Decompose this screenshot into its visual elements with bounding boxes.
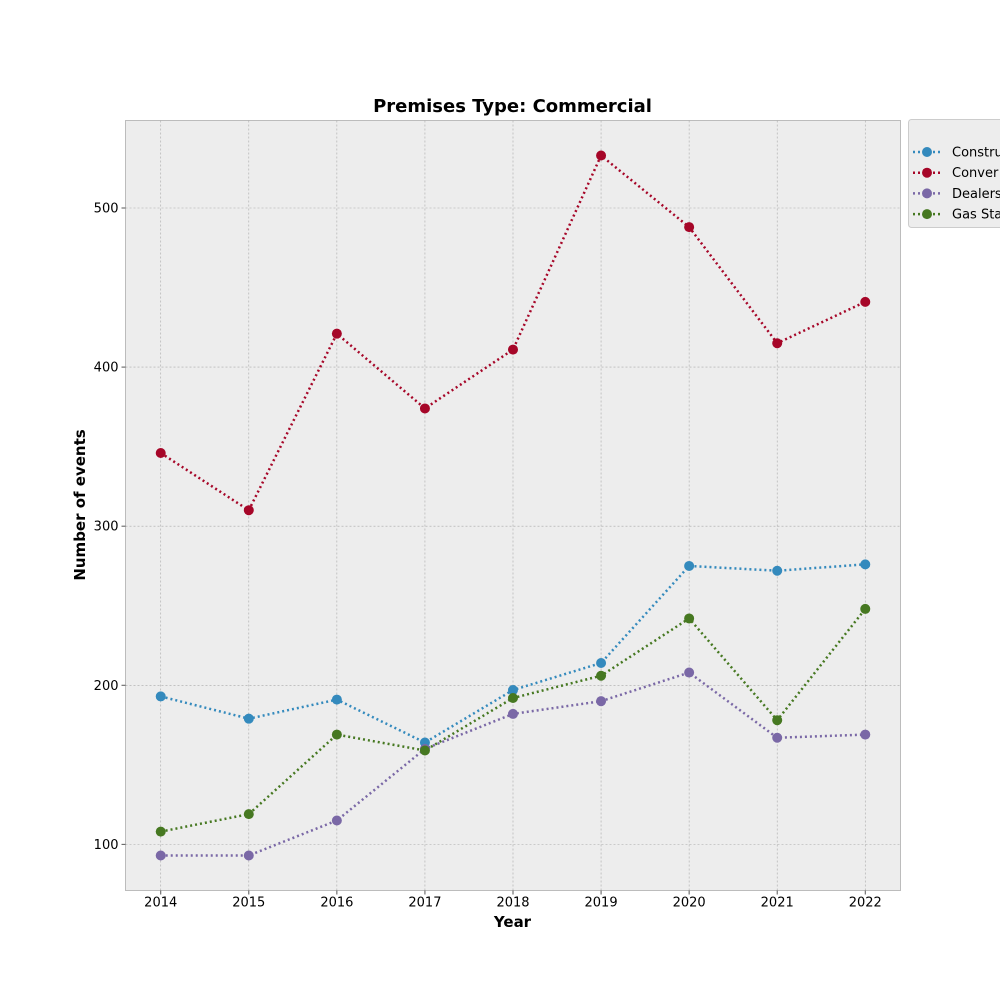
- data-point: [772, 565, 783, 576]
- data-point: [331, 694, 342, 705]
- data-point: [508, 708, 518, 719]
- y-tick-label: 300: [94, 520, 119, 535]
- data-point: [596, 658, 607, 668]
- legend-box: [908, 119, 1000, 228]
- legend-label: Dealers: [952, 187, 1000, 202]
- data-point: [684, 613, 695, 624]
- legend-label: Gas Sta: [952, 208, 1000, 223]
- data-point: [331, 815, 342, 826]
- grid: [125, 120, 901, 891]
- data-point: [419, 403, 430, 414]
- legend-label: Constru: [952, 146, 1000, 161]
- series-group: [155, 150, 871, 861]
- ticks: 2014 2015 2016 2017 2018 2019 2020 2021 2022 100 2…: [94, 202, 882, 911]
- x-tick-label: 2018: [496, 896, 529, 911]
- x-tick-label: 2017: [408, 896, 441, 911]
- data-point: [772, 732, 783, 743]
- data-point: [860, 296, 871, 307]
- legend-label: Conver: [952, 166, 999, 181]
- series-convenience: [155, 150, 871, 516]
- data-point: [243, 850, 254, 861]
- legend-marker: [922, 167, 932, 178]
- data-point: [508, 693, 518, 703]
- x-axis-label: Year: [493, 913, 532, 931]
- series-construction: [155, 559, 871, 748]
- legend-marker: [922, 209, 932, 220]
- legend-marker: [922, 188, 932, 199]
- y-tick-label: 100: [94, 838, 119, 853]
- legend: Constru Conver Dealers Gas Sta: [908, 119, 1000, 228]
- data-point: [684, 560, 695, 571]
- x-tick-label: 2021: [761, 896, 794, 911]
- series-gas-station: [155, 603, 871, 837]
- data-point: [860, 559, 871, 570]
- x-tick-label: 2022: [849, 896, 882, 911]
- data-point: [155, 826, 166, 837]
- data-point: [331, 729, 342, 740]
- x-tick-label: 2019: [585, 896, 618, 911]
- x-tick-label: 2016: [320, 896, 353, 911]
- y-tick-label: 400: [94, 361, 119, 376]
- x-tick-label: 2014: [144, 896, 177, 911]
- chart-title: Premises Type: Commercial: [373, 96, 652, 117]
- data-point: [155, 448, 166, 458]
- series-line: [160, 153, 866, 513]
- data-point: [243, 505, 254, 516]
- data-point: [684, 222, 695, 233]
- data-point: [596, 670, 607, 681]
- data-point: [860, 729, 871, 740]
- legend-marker: [922, 147, 932, 157]
- data-point: [155, 691, 166, 702]
- y-tick-label: 500: [94, 202, 119, 217]
- data-point: [508, 685, 518, 696]
- data-point: [596, 150, 607, 161]
- x-tick-label: 2015: [232, 896, 265, 911]
- data-point: [419, 745, 430, 756]
- data-point: [243, 809, 254, 820]
- data-point: [155, 850, 166, 861]
- y-axis-label: Number of events: [71, 429, 89, 580]
- data-point: [860, 603, 871, 614]
- data-point: [684, 667, 695, 678]
- data-point: [508, 344, 518, 355]
- x-tick-label: 2020: [673, 896, 706, 911]
- series-dealers: [155, 667, 871, 861]
- data-point: [596, 696, 607, 707]
- data-point: [772, 338, 783, 349]
- data-point: [772, 715, 783, 726]
- y-tick-label: 200: [94, 679, 119, 694]
- data-point: [243, 713, 254, 724]
- data-point: [331, 328, 342, 339]
